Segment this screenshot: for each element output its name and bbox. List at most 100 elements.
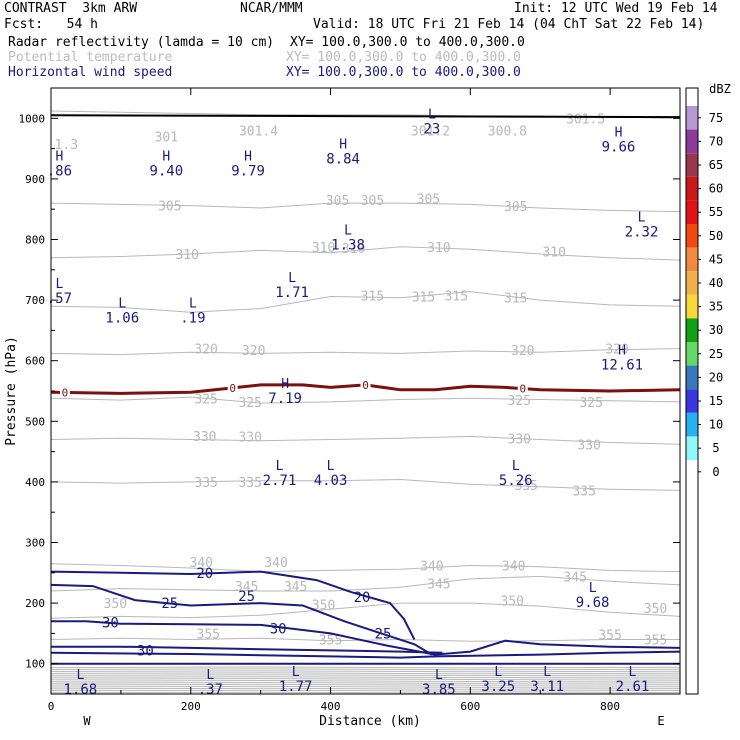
theta-label: 345 bbox=[427, 578, 450, 593]
extremum-value: 9.68 bbox=[576, 595, 610, 611]
theta-line-350 bbox=[50, 602, 681, 619]
extremum-L: L bbox=[428, 107, 436, 122]
field-reflectivity: Radar reflectivity (lamda = 10 cm) bbox=[8, 35, 275, 50]
field-reflectivity-xy: XY= 100.0,300.0 to 400.0,300.0 bbox=[290, 35, 525, 50]
theta-label: 340 bbox=[264, 556, 287, 571]
extremum-value: 8.84 bbox=[326, 152, 360, 168]
colorbar-bottom bbox=[686, 460, 698, 694]
wind-label: 20 bbox=[354, 590, 371, 606]
extremum-value: 2.32 bbox=[625, 224, 659, 240]
theta-label: 335 bbox=[573, 484, 596, 499]
extremum-value: 1.68 bbox=[63, 682, 97, 698]
extremum-value: 4.03 bbox=[314, 473, 348, 489]
colorbar-label: 10 bbox=[709, 418, 723, 432]
theta-upper-band-line bbox=[50, 687, 681, 690]
colorbar-label: 75 bbox=[709, 111, 723, 125]
extremum-L: L bbox=[494, 665, 502, 680]
theta-label: 301.2 bbox=[411, 124, 450, 139]
theta-line-315 bbox=[50, 291, 681, 313]
extremum-L: L bbox=[344, 224, 352, 239]
y-tick-label: 700 bbox=[25, 294, 45, 307]
theta-label: 340 bbox=[190, 556, 213, 571]
theta-label: 305 bbox=[504, 200, 527, 215]
extremum-L: L bbox=[288, 271, 296, 286]
extremum-value: 7.19 bbox=[268, 391, 302, 407]
extremum-L: L bbox=[55, 277, 63, 292]
theta-upper-band-line bbox=[50, 672, 681, 675]
theta-label: 335 bbox=[515, 479, 538, 494]
extremum-value: .19 bbox=[180, 310, 205, 326]
east-label: E bbox=[657, 714, 664, 728]
freezing-label-bg bbox=[227, 381, 238, 393]
extremum-value: .86 bbox=[47, 164, 72, 180]
extremum-L: L bbox=[543, 665, 551, 680]
field-theta-xy: XY= 100.0,300.0 to 400.0,300.0 bbox=[286, 50, 521, 65]
colorbar-swatch bbox=[686, 247, 698, 272]
freezing-label: 0 bbox=[229, 382, 236, 395]
theta-line-335 bbox=[50, 478, 681, 491]
theta-upper-band-line bbox=[50, 679, 681, 683]
extremum-H: H bbox=[55, 150, 63, 165]
wind-line-20 bbox=[50, 570, 416, 640]
colorbar-swatch bbox=[686, 106, 698, 130]
y-tick-label: 900 bbox=[25, 173, 45, 186]
theta-label: 1.3 bbox=[55, 138, 78, 153]
theta-label: 301.4 bbox=[239, 124, 278, 139]
extremum-H: H bbox=[162, 150, 170, 165]
colorbar-label: 5 bbox=[712, 441, 719, 455]
wind-line-30 bbox=[51, 620, 681, 656]
colorbar-label: 40 bbox=[709, 276, 723, 290]
wind-label: 25 bbox=[238, 589, 255, 605]
extremum-L: L bbox=[629, 665, 637, 680]
theta-label: 325 bbox=[194, 392, 217, 407]
x-tick-label: 600 bbox=[460, 700, 480, 713]
x-tick-label: 400 bbox=[321, 700, 341, 713]
theta-line-305 bbox=[50, 202, 681, 213]
colorbar-swatch bbox=[686, 342, 698, 366]
colorbar-top bbox=[686, 88, 698, 106]
extremum-H: H bbox=[339, 138, 347, 153]
extremum-L: L bbox=[189, 296, 197, 311]
extremum-value: 1.71 bbox=[275, 285, 309, 301]
freezing-label-bg bbox=[360, 378, 371, 390]
theta-label: 355 bbox=[644, 633, 667, 648]
y-tick-label: 600 bbox=[25, 355, 45, 368]
y-tick-label: 1000 bbox=[19, 112, 46, 125]
extremum-value: 3.25 bbox=[481, 679, 515, 695]
x-tick-label: 0 bbox=[48, 700, 55, 713]
freezing-label: 0 bbox=[362, 379, 369, 392]
extremum-value: 23 bbox=[423, 121, 440, 137]
wind-contours: 30 30 25 30 25 25 20 20 bbox=[50, 114, 681, 665]
theta-label: 301.5 bbox=[566, 112, 605, 127]
theta-label: 350 bbox=[312, 598, 335, 613]
wind-label: 25 bbox=[161, 596, 178, 612]
extremum-L: L bbox=[76, 668, 84, 683]
colorbar-swatch bbox=[686, 271, 698, 295]
theta-label: 325 bbox=[508, 394, 531, 409]
extremum-value: 9.40 bbox=[149, 164, 183, 180]
freezing-level: 0 0 0 0 bbox=[50, 378, 681, 399]
extrema-labels: L1.68L.37L1.77L3.85L3.25L3.11L2.61L9.68L… bbox=[47, 107, 659, 698]
extremum-value: 3.85 bbox=[422, 682, 456, 698]
wind-label: 20 bbox=[196, 566, 213, 582]
colorbar-label: 35 bbox=[709, 300, 723, 314]
theta-upper-band-line bbox=[50, 666, 681, 669]
y-tick-label: 800 bbox=[25, 234, 45, 247]
theta-label: 305 bbox=[417, 192, 440, 207]
freezing-label-bg bbox=[517, 382, 528, 394]
theta-upper-band-line bbox=[50, 676, 681, 679]
wind-line-25 bbox=[50, 583, 433, 656]
colorbar-swatch bbox=[686, 200, 698, 224]
theta-label: 340 bbox=[420, 560, 443, 575]
extremum-value: .57 bbox=[47, 291, 72, 307]
extremum-value: .37 bbox=[198, 682, 223, 698]
colorbar-swatch bbox=[686, 365, 698, 390]
extremum-L: L bbox=[276, 459, 284, 474]
colorbar-swatch bbox=[686, 224, 698, 248]
forecast-hour: Fcst: 54 h bbox=[4, 17, 98, 32]
org-label: NCAR/MMM bbox=[240, 1, 303, 16]
theta-upper-band-line bbox=[50, 681, 681, 684]
